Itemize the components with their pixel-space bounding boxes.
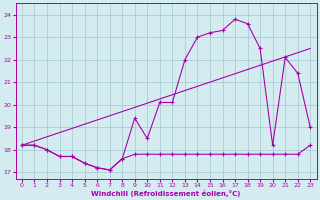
X-axis label: Windchill (Refroidissement éolien,°C): Windchill (Refroidissement éolien,°C) [92,190,241,197]
